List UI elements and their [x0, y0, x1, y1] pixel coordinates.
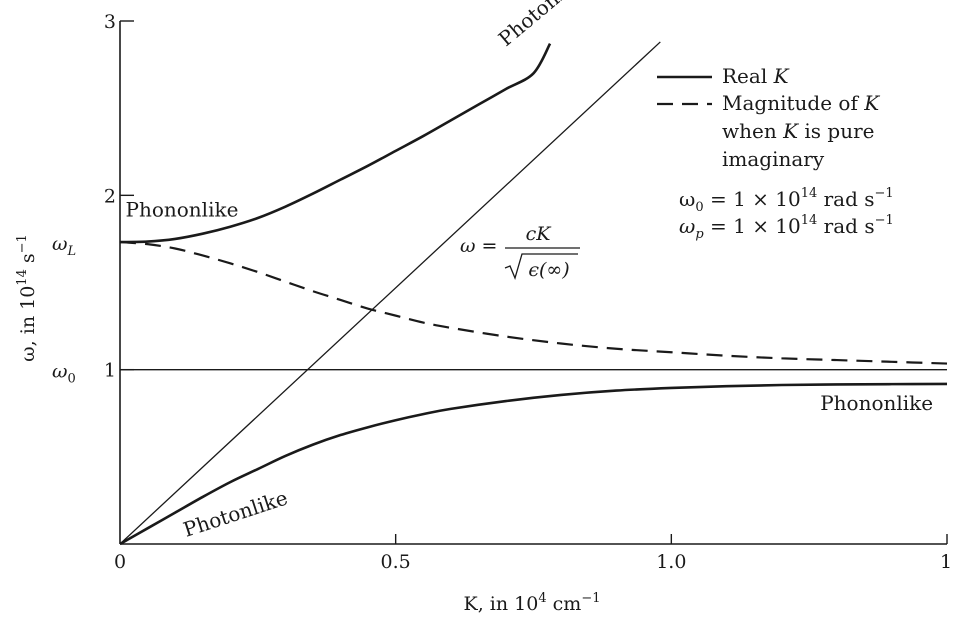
x-tick-label: 1	[940, 551, 952, 573]
x-tick-label: 0	[114, 551, 126, 573]
x-tick-label: 1.0	[656, 551, 686, 573]
legend-label-continued: when K is pure	[722, 119, 875, 143]
legend-parameter: ω0 = 1 × 1014 rad s−1	[679, 186, 894, 215]
y-tick-label: 2	[104, 185, 116, 207]
y-tick-label: 1	[104, 360, 116, 382]
region-annotation: Photonlike	[494, 0, 592, 51]
formula-numerator: cK	[526, 223, 553, 245]
region-annotation: Photonlike	[180, 486, 290, 542]
y-axis-title: ω, in 1014 s−1	[15, 234, 39, 362]
x-tick-label: 0.5	[381, 551, 411, 573]
legend-label-continued: imaginary	[722, 147, 825, 171]
region-annotation: Phononlike	[126, 197, 239, 221]
y-symbol-label: ωL	[52, 233, 76, 259]
real-k-branch-0	[119, 43, 552, 244]
formula-denominator: ϵ(∞)	[528, 259, 569, 281]
formula-lhs: ω =	[460, 235, 497, 257]
y-symbol-label: ω0	[52, 361, 76, 387]
x-axis-title: K, in 104 cm−1	[464, 591, 601, 615]
labels: Photonlike Phononlike Photonlike Phononlike…	[126, 0, 934, 542]
legend-label: Magnitude of K	[722, 91, 880, 115]
legend-parameter: ωp = 1 × 1014 rad s−1	[679, 213, 894, 242]
axes: 0 0.5 1.0 1 1 2 3 ωL ω0 K, in 104 cm−1 ω, in 1014 …	[15, 11, 952, 615]
reference-line-3	[119, 41, 661, 545]
legend-label: Real K	[722, 64, 790, 88]
real-k-branch-1	[119, 382, 948, 546]
y-tick-label: 3	[104, 11, 116, 33]
curves	[119, 41, 948, 546]
region-annotation: Phononlike	[820, 391, 933, 415]
imaginary-k-curve	[119, 240, 948, 365]
legend: Real K Magnitude of K when K is pure imagin…	[657, 64, 894, 242]
formula-sqrt-sign	[504, 253, 578, 280]
